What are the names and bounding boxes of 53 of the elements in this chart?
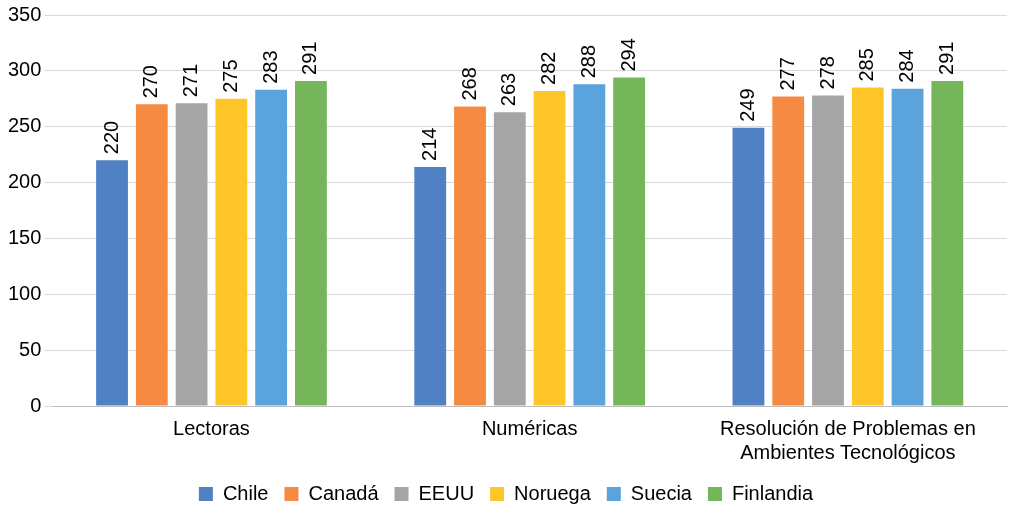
x-tick-label: Lectoras [173, 416, 250, 439]
y-tick-label: 50 [19, 337, 42, 360]
data-label: 284 [895, 49, 918, 83]
bar [812, 95, 844, 406]
data-label: 288 [576, 44, 599, 79]
x-tick-label: Resolución de Problemas en Ambientes Tecnológicos [720, 416, 976, 463]
bar [851, 87, 884, 406]
data-label: 271 [179, 63, 202, 98]
bar [931, 80, 964, 406]
data-label: 282 [537, 51, 560, 85]
data-label: 283 [258, 50, 281, 84]
bar [135, 104, 168, 406]
bar [414, 166, 447, 406]
data-label: 278 [815, 56, 838, 90]
bar [493, 112, 526, 406]
bar [295, 80, 327, 406]
bar [96, 160, 128, 406]
y-tick-label: 150 [7, 225, 42, 248]
legend-label: Suecia [630, 481, 693, 504]
y-tick-label: 100 [7, 281, 42, 304]
legend-label: Finlandia [731, 481, 814, 504]
bar [533, 90, 566, 406]
data-label: 249 [735, 88, 758, 122]
x-tick-label: Numéricas [481, 416, 578, 439]
bar [573, 84, 606, 406]
y-tick-label: 0 [30, 393, 42, 416]
legend-label: Noruega [514, 481, 592, 504]
data-label: 220 [99, 120, 122, 155]
y-tick-label: 200 [7, 170, 42, 193]
y-tick-label: 350 [7, 2, 42, 25]
bar [215, 98, 248, 406]
legend-label: Chile [222, 481, 269, 504]
data-label: 214 [417, 127, 440, 161]
legend-label: EEUU [418, 481, 475, 504]
data-label: 268 [457, 67, 480, 101]
bar [175, 103, 208, 406]
legend-label: Canadá [308, 481, 380, 504]
bar [255, 89, 288, 406]
data-label: 294 [616, 38, 639, 72]
y-tick-label: 250 [7, 114, 42, 137]
y-tick-label: 300 [7, 58, 42, 81]
bar [613, 77, 646, 406]
data-label: 277 [775, 57, 798, 91]
bar [772, 96, 805, 406]
data-label: 285 [855, 48, 878, 82]
data-label: 270 [139, 65, 162, 99]
data-label: 263 [497, 72, 520, 107]
data-label: 291 [934, 41, 957, 75]
data-label: 275 [218, 59, 241, 93]
data-label: 291 [298, 41, 321, 75]
bar [454, 106, 486, 406]
bar [732, 127, 765, 406]
bar [891, 88, 924, 406]
